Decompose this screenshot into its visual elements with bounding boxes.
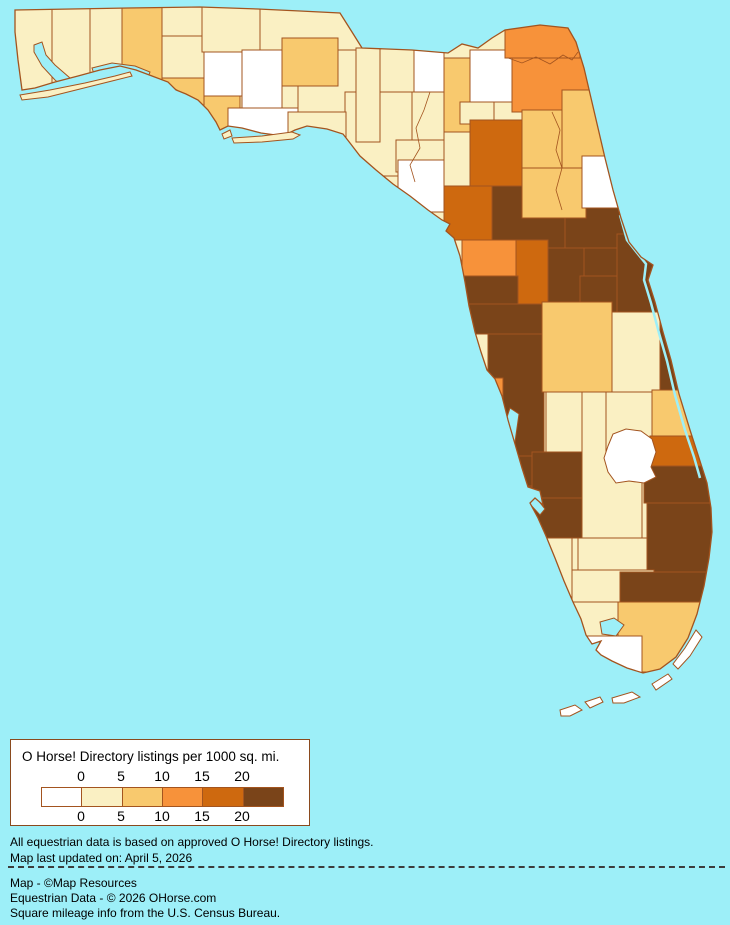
county-st-lucie: [649, 435, 712, 467]
last-updated-note: Map last updated on: April 5, 2026: [10, 851, 193, 865]
lake-okeechobee: [603, 428, 657, 484]
legend-title: O Horse! Directory listings per 1000 sq.…: [22, 749, 280, 764]
st-marys-river: [507, 51, 579, 65]
county-gilchrist: [443, 131, 471, 187]
county-clay: [521, 109, 563, 169]
legend-box: O Horse! Directory listings per 1000 sq.…: [10, 739, 310, 826]
legend-swatch-3: [161, 787, 204, 807]
legend-swatch-1: [81, 787, 123, 807]
st-george-island: [231, 131, 302, 144]
legend-ticks-bottom: 0 5 10 15 20: [11, 808, 309, 824]
tick-label: 10: [154, 768, 170, 784]
st-vincent-island: [221, 129, 233, 140]
legend-ticks-top: 0 5 10 15 20: [11, 768, 309, 784]
tick-label: 0: [77, 808, 85, 824]
map-credit: Map - ©Map Resources: [10, 876, 137, 890]
county-alachua: [469, 119, 531, 187]
county-calhoun: [203, 51, 243, 97]
state-outline: [14, 6, 713, 674]
county-martin: [643, 465, 712, 504]
tick-label: 0: [77, 768, 85, 784]
county-pasco: [454, 303, 543, 335]
county-putnam: [521, 167, 587, 219]
county-palm-beach: [646, 502, 712, 573]
tick-label: 15: [194, 768, 210, 784]
data-source-note: All equestrian data is based on approved…: [10, 835, 374, 849]
county-citrus: [461, 239, 517, 277]
sarasota-bay: [476, 465, 491, 523]
county-hernando: [457, 275, 519, 305]
middle-keys: [611, 691, 642, 704]
county-liberty: [241, 49, 283, 113]
santa-rosa-island: [19, 71, 133, 101]
dashed-separator: [8, 866, 725, 868]
county-hardee: [545, 391, 583, 453]
county-sumter: [515, 239, 549, 305]
county-nassau: [504, 17, 581, 59]
long-key: [584, 696, 604, 709]
county-escambia: [15, 7, 53, 97]
key-largo: [672, 629, 703, 670]
legend-swatch-5: [242, 787, 284, 807]
tick-label: 20: [234, 808, 250, 824]
census-credit: Square mileage info from the U.S. Census…: [10, 906, 281, 920]
legend-color-ramp: [41, 787, 284, 807]
suwannee-river: [409, 91, 431, 183]
county-lee: [523, 537, 573, 608]
tick-label: 10: [154, 808, 170, 824]
county-washington: [161, 35, 205, 79]
legend-swatch-0: [41, 787, 83, 807]
county-broward: [619, 571, 712, 603]
county-polk: [541, 301, 613, 393]
county-flagler: [581, 155, 625, 209]
upper-keys: [651, 673, 673, 691]
tick-label: 5: [117, 768, 125, 784]
st-johns-river: [551, 111, 563, 211]
county-jackson: [201, 7, 261, 53]
county-sarasota: [477, 485, 535, 533]
legend-swatch-4: [202, 787, 244, 807]
county-dixie: [397, 159, 449, 213]
county-pinellas: [467, 377, 504, 471]
whitewater-bay: [599, 617, 625, 637]
county-glades: [577, 537, 651, 571]
clearwater-harbor: [466, 387, 480, 453]
tick-label: 5: [117, 808, 125, 824]
county-madison: [379, 43, 415, 93]
lower-keys: [559, 704, 583, 717]
legend-swatch-2: [121, 787, 163, 807]
state-landmass: [15, 7, 712, 673]
tick-label: 15: [194, 808, 210, 824]
county-holmes: [161, 7, 203, 37]
tick-label: 20: [234, 768, 250, 784]
county-lake: [547, 247, 585, 311]
county-desoto: [531, 451, 583, 501]
pine-island-sound: [524, 544, 542, 576]
county-jefferson: [355, 47, 381, 143]
county-gadsden: [281, 37, 339, 87]
equestrian-credit: Equestrian Data - © 2026 OHorse.com: [10, 891, 217, 905]
